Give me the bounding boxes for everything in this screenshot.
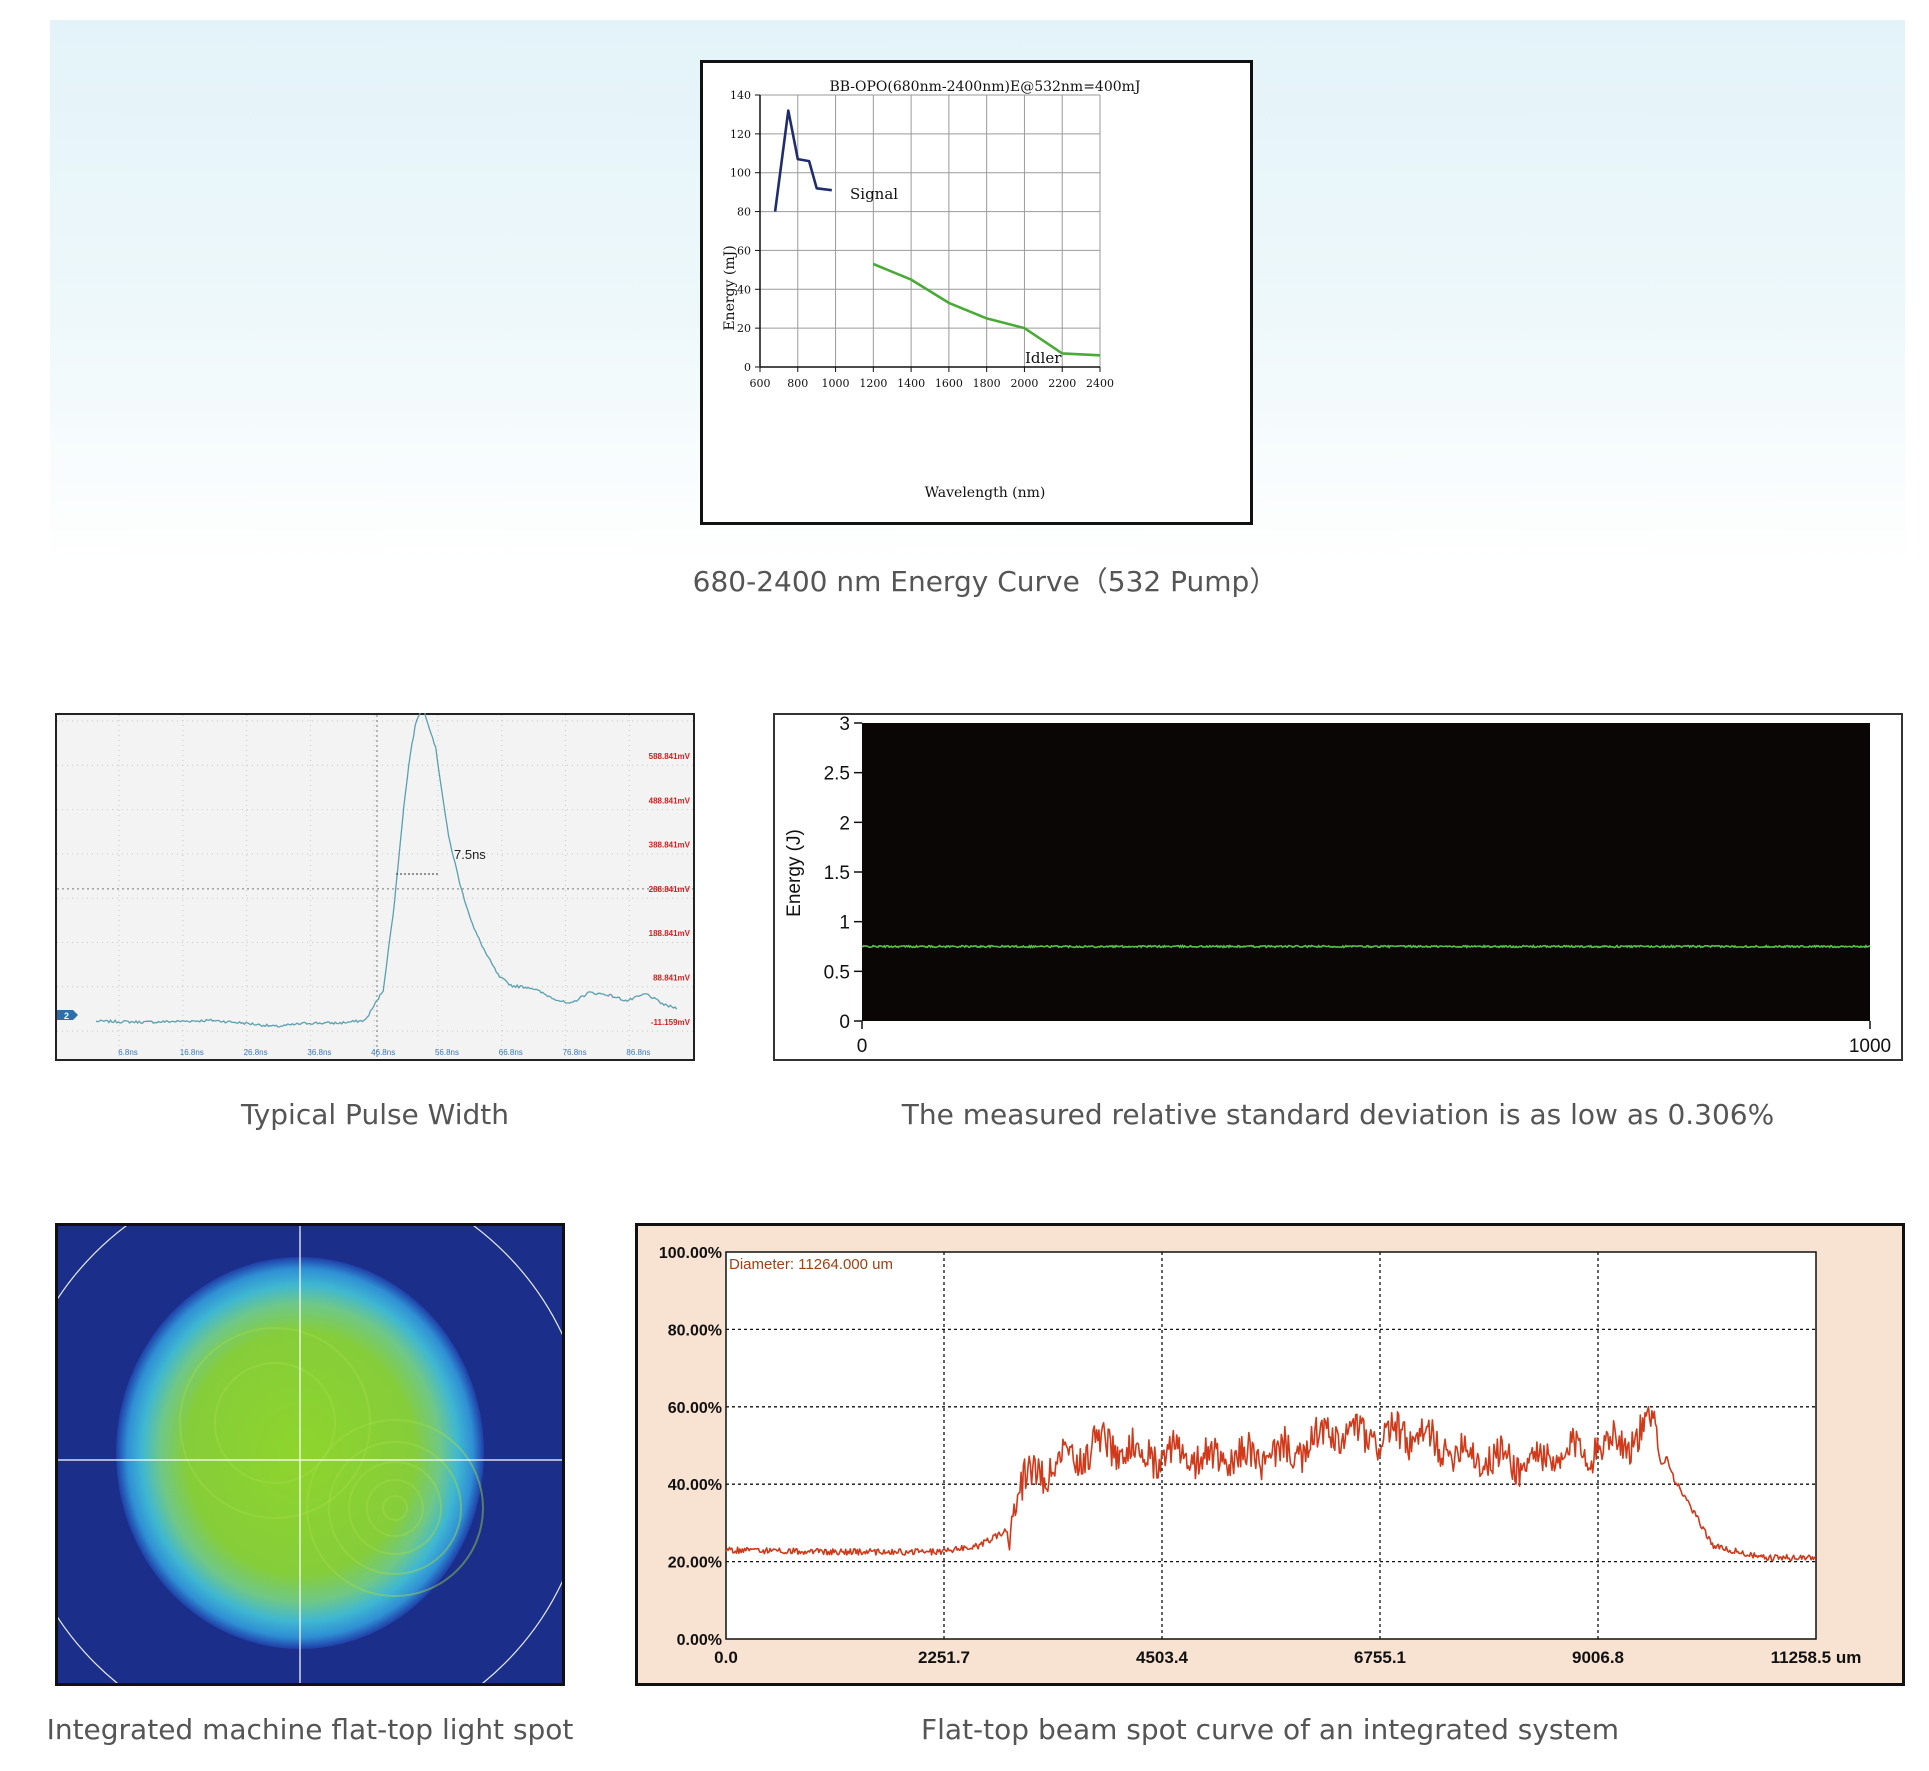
energy-y-tick-label: 140 (730, 89, 751, 102)
pulse-width-caption: Typical Pulse Width (240, 1098, 510, 1131)
pulse-chart: 588.841mV488.841mV388.841mV288.841mV188.… (55, 713, 695, 1061)
beam-x-tick-label: 4503.4 (1136, 1648, 1189, 1667)
stability-y-tick-label: 1.5 (824, 863, 850, 884)
signal-label: Signal (850, 185, 898, 203)
energy-x-tick-label: 1400 (897, 377, 925, 390)
beam-x-tick-label: 0.0 (714, 1648, 738, 1667)
energy-x-tick-label: 800 (787, 377, 808, 390)
pulse-time-label: 56.8ns (435, 1048, 459, 1057)
energy-x-tick-label: 2400 (1086, 377, 1114, 390)
pulse-mv-label: 588.841mV (649, 752, 691, 761)
stability-x-tick-label: 1000 (1849, 1036, 1891, 1057)
pulse-mv-label: 288.841mV (649, 885, 691, 894)
stability-y-tick-label: 1 (839, 913, 850, 934)
energy-x-tick-label: 600 (750, 377, 771, 390)
energy-curve-panel: BB-OPO(680nm-2400nm)E@532nm=400mJ 600 800… (700, 60, 1253, 525)
spot-curve-caption: Flat-top beam spot curve of an integrate… (921, 1713, 1619, 1746)
idler-label: Idler (1025, 349, 1062, 367)
svg-text:2: 2 (64, 1011, 69, 1021)
spot-image-caption: Integrated machine flat-top light spot (46, 1713, 574, 1746)
stability-panel: 0 0.5 1 1.5 2 2.5 3 0 1000 Energy (J) (773, 713, 1903, 1061)
energy-y-axis-label: Energy (mJ) (722, 245, 738, 330)
pulse-mv-label: 188.841mV (649, 929, 691, 938)
beam-diameter-annotation: Diameter: 11264.000 um (729, 1256, 893, 1273)
beam-y-tick-label: 40.00% (668, 1477, 722, 1494)
energy-chart-title: BB-OPO(680nm-2400nm)E@532nm=400mJ (829, 79, 1140, 95)
energy-chart: BB-OPO(680nm-2400nm)E@532nm=400mJ 600 800… (700, 60, 1253, 525)
stability-y-tick-label: 3 (839, 714, 850, 735)
energy-y-tick-label: 80 (737, 206, 751, 219)
pulse-mv-label: 88.841mV (653, 974, 691, 983)
energy-y-tick-label: 0 (744, 361, 751, 374)
beam-plot-area (725, 1251, 1817, 1640)
beam-chart: 0.0 2251.7 4503.4 6755.1 9006.8 11258.5 um 0.0… (635, 1223, 1905, 1686)
pulse-time-label: 26.8ns (244, 1048, 268, 1057)
pulse-time-label: 66.8ns (499, 1048, 523, 1057)
energy-y-tick-label: 40 (737, 283, 751, 296)
stability-x-tick-label: 0 (857, 1036, 868, 1057)
channel-marker: 2 (57, 1010, 78, 1021)
energy-y-tick-label: 60 (737, 244, 751, 257)
pulse-time-label: 86.8ns (626, 1048, 650, 1057)
pulse-time-label: 46.8ns (371, 1048, 395, 1057)
energy-y-tick-label: 20 (737, 322, 751, 335)
pulse-mv-label: 488.841mV (649, 796, 691, 805)
stability-caption: The measured relative standard deviation… (901, 1098, 1775, 1131)
beam-trace-line (725, 1406, 1816, 1562)
stability-y-tick-label: 0 (839, 1012, 850, 1033)
pulse-time-label: 6.8ns (118, 1048, 138, 1057)
pulse-width-panel: 588.841mV 488.841mV 388.841mV 288.841mV 188.… (55, 713, 695, 1061)
energy-x-tick-label: 1000 (822, 377, 850, 390)
signal-series-line (773, 109, 832, 212)
beam-x-tick-label: 11258.5 um (1771, 1648, 1862, 1667)
pulse-time-label: 76.8ns (563, 1048, 587, 1057)
energy-x-tick-label: 1800 (973, 377, 1001, 390)
idler-series-line (872, 262, 1101, 357)
beam-spot-image (55, 1223, 565, 1686)
pulse-trace-line (95, 713, 678, 1028)
stability-chart: 0 0.5 1 1.5 2 2.5 3 0 1000 Energy (J) (773, 713, 1903, 1061)
pulse-mv-label: -11.159mV (651, 1018, 691, 1027)
beam-curve-panel: 0.0 2251.7 4503.4 6755.1 9006.8 11258.5 um 0.0… (635, 1223, 1905, 1686)
beam-x-tick-label: 9006.8 (1572, 1648, 1624, 1667)
energy-x-tick-label: 2000 (1010, 377, 1038, 390)
energy-curve-caption: 680-2400 nm Energy Curve（532 Pump） (692, 565, 1278, 598)
energy-y-tick-label: 100 (730, 167, 751, 180)
beam-y-tick-label: 60.00% (668, 1400, 722, 1417)
energy-x-tick-label: 1200 (859, 377, 887, 390)
beam-x-tick-label: 6755.1 (1354, 1648, 1406, 1667)
energy-x-tick-label: 1600 (935, 377, 963, 390)
stability-y-tick-label: 0.5 (824, 962, 850, 983)
stability-plot-area (862, 723, 1870, 1021)
beam-y-tick-label: 20.00% (668, 1555, 722, 1572)
stability-y-axis-label: Energy (J) (784, 829, 805, 917)
energy-x-axis-label: Wavelength (nm) (925, 485, 1046, 501)
beam-y-tick-label: 80.00% (668, 1322, 722, 1339)
beam-y-tick-label: 100.00% (659, 1245, 722, 1262)
pulse-time-label: 16.8ns (180, 1048, 204, 1057)
pulse-width-annotation: 7.5ns (454, 847, 486, 862)
energy-x-tick-label: 2200 (1048, 377, 1076, 390)
stability-y-tick-label: 2 (839, 813, 850, 834)
beam-y-tick-label: 0.00% (677, 1632, 722, 1649)
pulse-time-label: 36.8ns (307, 1048, 331, 1057)
stability-y-tick-label: 2.5 (824, 764, 850, 785)
beam-x-tick-label: 2251.7 (918, 1648, 970, 1667)
energy-y-tick-label: 120 (730, 128, 751, 141)
pulse-mv-label: 388.841mV (649, 841, 691, 850)
stability-trace-line (861, 944, 1871, 949)
